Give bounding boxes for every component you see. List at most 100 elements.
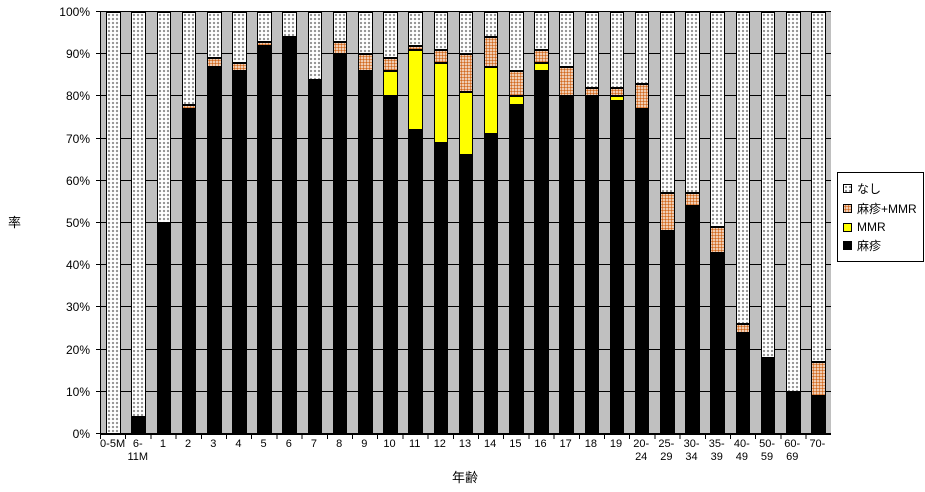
bar-segment-measles [760, 358, 776, 434]
bar-30-34 [685, 12, 700, 434]
bar-segment-mmrmix [383, 58, 398, 72]
bar-slot [453, 12, 478, 434]
bar-segment-measles [181, 109, 197, 434]
x-tick-label: 11 [408, 438, 421, 450]
bar-segment-measles [811, 396, 826, 434]
y-axis-title: 率 [8, 215, 22, 230]
bar-segment-mmrmix [232, 62, 247, 72]
bar-segment-mmrmix [584, 87, 600, 97]
bar-segment-measles [433, 142, 449, 434]
bar-segment-none [307, 12, 323, 80]
y-tick-label: 90% [65, 47, 90, 62]
x-tick-label: 18 [584, 438, 597, 450]
bar-17 [559, 12, 574, 434]
bar-slot [101, 12, 126, 434]
y-tick-label: 0% [72, 427, 90, 441]
x-tick-label: 35- 39 [708, 438, 725, 463]
bar-slot [328, 12, 353, 434]
bar-slot [252, 12, 277, 434]
bar-slot [151, 12, 176, 434]
bar-0-5M [106, 12, 121, 434]
bar-segment-none [634, 12, 650, 84]
bar-segment-mmrmix [206, 58, 222, 67]
legend-label: なし [857, 182, 882, 196]
bar-segment-none [609, 12, 625, 88]
bar-slot [277, 12, 302, 434]
bar-segment-none [509, 12, 524, 72]
bar-segment-mmr [483, 66, 499, 135]
x-tick-label: 8 [336, 438, 343, 450]
bar-segment-measles [509, 104, 524, 434]
y-tick-label: 100% [59, 5, 90, 19]
bar-40-49 [735, 12, 751, 434]
bar-segment-none [257, 12, 272, 42]
bar-slot [227, 12, 252, 434]
bar-segment-none [483, 12, 499, 38]
bar-slot [353, 12, 378, 434]
legend-item: なし [843, 180, 917, 197]
bar-segment-none [458, 12, 474, 55]
bar-15 [509, 12, 524, 434]
x-tick-label: 1 [159, 438, 166, 450]
gridline [96, 11, 831, 12]
bar-16 [534, 12, 549, 434]
bar-segment-mmr [509, 96, 524, 105]
bar-segment-mmr [534, 62, 549, 72]
bar-segment-none [433, 12, 449, 50]
bar-2 [181, 12, 197, 434]
legend-swatch-none [843, 184, 852, 193]
bar-1 [156, 12, 172, 434]
x-tick-label: 17 [559, 438, 572, 450]
bar-segment-measles [307, 79, 323, 434]
bar-segment-none [735, 12, 751, 325]
bar-segment-none [156, 12, 172, 223]
bar-segment-mmrmix [609, 87, 625, 97]
bar-8 [332, 12, 348, 434]
bar-segment-mmrmix [408, 45, 423, 50]
bar-35-39 [710, 12, 725, 434]
x-tick-label: 60- 69 [784, 438, 801, 463]
x-tick-label: 9 [361, 438, 368, 450]
x-tick-label: 13 [458, 438, 472, 450]
bar-70- [811, 12, 826, 434]
bar-segment-mmrmix [660, 193, 675, 232]
plot-area [96, 11, 831, 435]
x-axis-labels: 0-5M 6- 11M 1 2 3 4 5 6 7 8 9 10 11 12 13 14 15 16 17 18 19 2… [100, 438, 830, 463]
bar-7 [307, 12, 323, 434]
x-tick-label: 2 [185, 438, 192, 450]
bar-segment-mmrmix [634, 83, 650, 110]
bar-segment-none [332, 12, 348, 42]
x-tick-label: 5 [260, 438, 267, 450]
bar-segment-none [534, 12, 549, 50]
bar-segment-mmrmix [332, 41, 348, 55]
bar-20-24 [634, 12, 650, 434]
bar-19 [609, 12, 625, 434]
bar-segment-none [181, 12, 197, 105]
bar-5 [257, 12, 272, 434]
bar-slot [177, 12, 202, 434]
x-tick-label: 7 [310, 438, 318, 450]
bar-slot [655, 12, 680, 434]
x-tick-label: 19 [609, 438, 623, 450]
x-tick-label: 0-5M [100, 438, 126, 450]
bar-slot [554, 12, 579, 434]
bar-slot [302, 12, 327, 434]
bar-segment-measles [660, 231, 675, 434]
legend-label: 麻疹+MMR [857, 202, 917, 216]
x-axis-title: 年齢 [451, 470, 478, 485]
x-tick-label: 70- [809, 438, 826, 450]
bar-slot [504, 12, 529, 434]
y-tick-label: 20% [65, 342, 90, 357]
bar-segment-none [408, 12, 423, 46]
bar-13 [458, 12, 474, 434]
y-axis-labels: 0% 10% 20% 30% 40% 50% 60% 70% 80% 90% 100% [0, 5, 94, 441]
bar-segment-measles [206, 66, 222, 434]
bar-60-69 [785, 12, 801, 434]
bar-25-29 [660, 12, 675, 434]
bar-slot [730, 12, 755, 434]
x-axis-tickmarks [100, 435, 831, 439]
bar-segment-measles [131, 417, 147, 434]
x-tick-label: 4 [235, 438, 242, 450]
x-tick-label: 25- 29 [658, 438, 675, 463]
bar-segment-none [710, 12, 725, 228]
